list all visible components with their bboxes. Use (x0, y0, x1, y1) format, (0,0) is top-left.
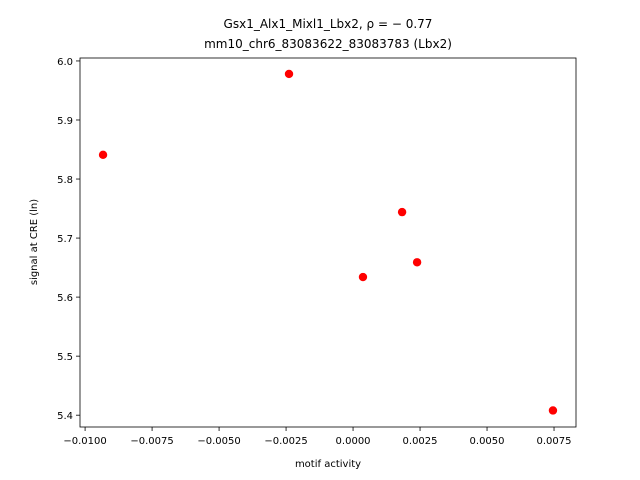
data-point (358, 272, 368, 282)
x-tick-label: −0.0025 (264, 436, 307, 447)
x-tick-label: 0.0075 (537, 436, 572, 447)
data-point (284, 69, 294, 79)
x-tick-label: −0.0100 (63, 436, 106, 447)
y-axis-label: signal at CRE (ln) (29, 199, 40, 285)
chart-title-line2: mm10_chr6_83083622_83083783 (Lbx2) (204, 37, 452, 51)
y-tick-label: 5.4 (57, 411, 73, 422)
y-tick-label: 5.9 (57, 116, 73, 127)
y-tick-label: 5.6 (57, 293, 73, 304)
x-tick-label: 0.0000 (336, 436, 371, 447)
x-tick-label: 0.0025 (403, 436, 438, 447)
chart-title-line1: Gsx1_Alx1_Mixl1_Lbx2, ρ = − 0.77 (224, 17, 433, 31)
data-point (397, 207, 407, 217)
data-point (412, 258, 422, 267)
y-tick-label: 6.0 (57, 57, 73, 68)
x-tick-label: −0.0075 (130, 436, 173, 447)
y-tick-label: 5.5 (57, 352, 73, 363)
x-axis-label: motif activity (295, 459, 361, 470)
x-tick-label: −0.0050 (197, 436, 240, 447)
y-tick-label: 5.8 (57, 175, 73, 186)
y-tick-label: 5.7 (57, 234, 73, 245)
data-point (548, 406, 558, 415)
data-point (98, 150, 108, 160)
plot-frame (79, 57, 577, 428)
x-tick-label: 0.0050 (470, 436, 505, 447)
